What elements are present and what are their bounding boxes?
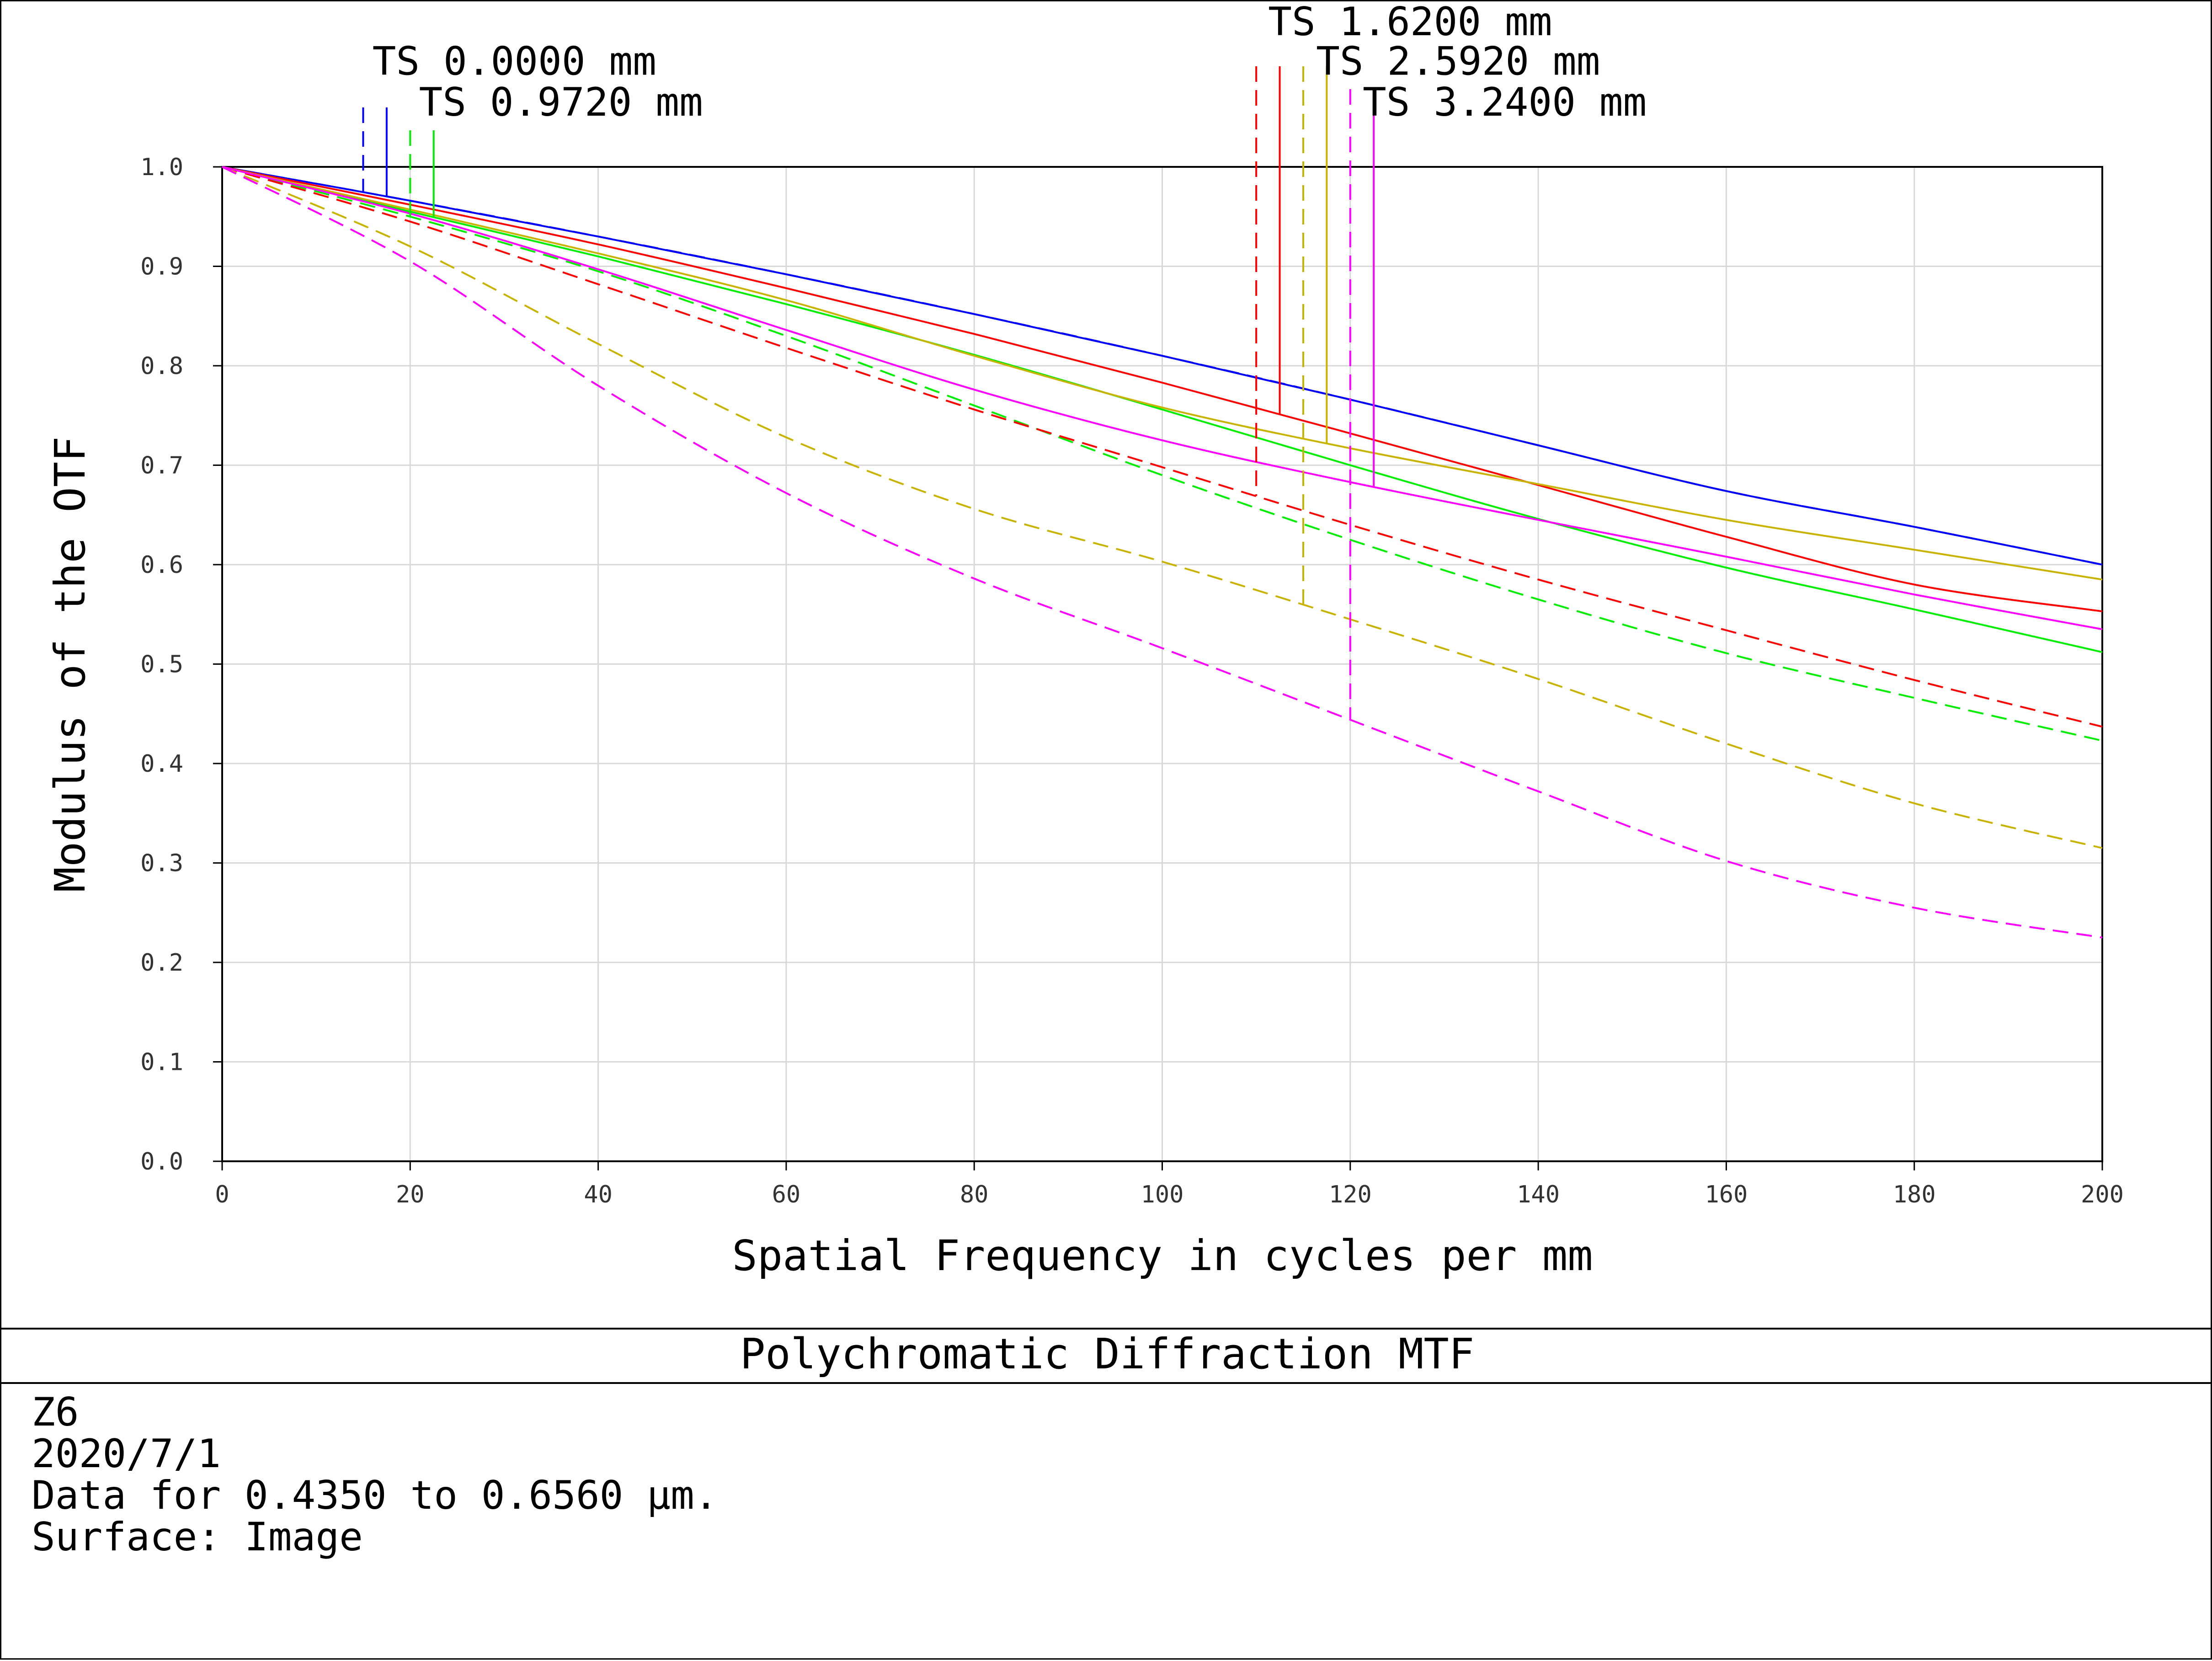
y-tick-label: 1.0 bbox=[140, 154, 183, 181]
y-tick-label: 0.4 bbox=[140, 750, 183, 778]
mtf-series-line bbox=[222, 166, 2103, 849]
grid bbox=[222, 167, 2102, 1161]
x-tick-labels: 0 20 40 60 80 100 120 140 160 180 200 bbox=[215, 1161, 2124, 1208]
chart-title: Polychromatic Diffraction MTF bbox=[740, 1330, 1474, 1378]
mtf-series-line bbox=[222, 166, 2103, 566]
legend-label: TS 1.6200 mm bbox=[1268, 1, 1552, 45]
y-axis-title: Modulus of the OTF bbox=[46, 437, 95, 892]
info-surface: Surface: Image bbox=[32, 1514, 363, 1560]
x-tick-label: 200 bbox=[2081, 1181, 2124, 1208]
mtf-series-line bbox=[222, 166, 2103, 613]
y-tick-label: 0.9 bbox=[140, 253, 183, 281]
y-tick-label: 0.2 bbox=[140, 949, 183, 977]
y-tick-label: 0.3 bbox=[140, 850, 183, 877]
x-tick-label: 40 bbox=[584, 1181, 613, 1208]
info-date: 2020/7/1 bbox=[32, 1431, 221, 1477]
x-tick-label: 80 bbox=[960, 1181, 989, 1208]
y-tick-label: 0.7 bbox=[140, 452, 183, 480]
legend-label: TS 0.0000 mm bbox=[373, 38, 656, 84]
series-lines bbox=[222, 166, 2103, 939]
info-wavelength: Data for 0.4350 to 0.6560 µm. bbox=[32, 1473, 718, 1518]
y-tick-label: 0.8 bbox=[140, 352, 183, 380]
x-tick-label: 160 bbox=[1705, 1181, 1748, 1208]
legend-label: TS 0.9720 mm bbox=[419, 80, 703, 125]
x-tick-label: 120 bbox=[1329, 1181, 1372, 1208]
mtf-series-line bbox=[222, 166, 2103, 630]
mtf-series-line bbox=[222, 166, 2103, 742]
legend-label: TS 2.5920 mm bbox=[1316, 38, 1600, 84]
x-tick-label: 60 bbox=[772, 1181, 801, 1208]
mtf-series-line bbox=[222, 166, 2103, 939]
y-tick-label: 0.6 bbox=[140, 551, 183, 579]
mtf-series-line bbox=[222, 166, 2103, 728]
x-tick-label: 140 bbox=[1517, 1181, 1560, 1208]
mtf-series-line bbox=[222, 166, 2103, 581]
legend-label: TS 3.2400 mm bbox=[1363, 80, 1647, 125]
x-tick-label: 20 bbox=[396, 1181, 425, 1208]
x-tick-label: 100 bbox=[1141, 1181, 1184, 1208]
y-tick-label: 0.1 bbox=[140, 1049, 183, 1076]
y-tick-labels: 0.0 0.1 0.2 0.3 0.4 0.5 0.6 0.7 0.8 0.9 1.0 bbox=[140, 154, 222, 1175]
mtf-series-line bbox=[222, 166, 2103, 653]
y-tick-label: 0.5 bbox=[140, 651, 183, 678]
y-tick-label: 0.0 bbox=[140, 1148, 183, 1175]
x-axis-title: Spatial Frequency in cycles per mm bbox=[732, 1231, 1593, 1280]
info-lens-name: Z6 bbox=[32, 1389, 79, 1435]
x-tick-label: 180 bbox=[1893, 1181, 1936, 1208]
x-tick-label: 0 bbox=[215, 1181, 229, 1208]
